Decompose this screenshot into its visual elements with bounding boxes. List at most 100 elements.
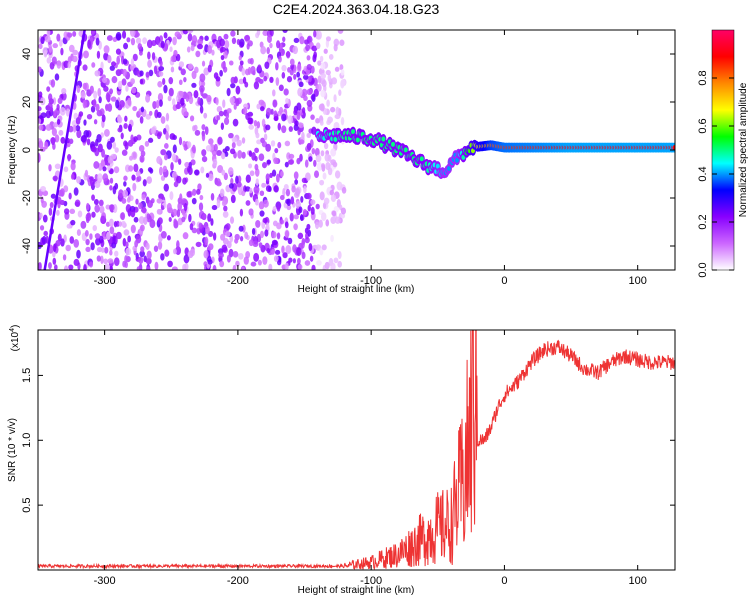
heatmap-cell — [330, 159, 337, 166]
heatmap-cell — [271, 169, 277, 177]
heatmap-cell — [127, 235, 131, 243]
heatmap-cell — [212, 232, 217, 241]
heatmap-cell — [260, 230, 264, 239]
tone-core — [435, 163, 440, 169]
heatmap-cell — [333, 206, 340, 213]
heatmap-cell — [68, 192, 72, 200]
heatmap-cell — [217, 136, 223, 145]
heatmap-cell — [112, 235, 116, 245]
heatmap-cell — [121, 197, 127, 204]
heatmap-cell — [320, 103, 325, 112]
heatmap-cell — [255, 132, 260, 139]
heatmap-cell — [111, 76, 118, 84]
snr-y-exponent: (x104) — [9, 325, 21, 352]
heatmap-cell — [225, 230, 231, 238]
heatmap-cell — [287, 159, 294, 165]
heatmap-cell — [223, 49, 228, 59]
heatmap-cell — [200, 166, 205, 174]
snr-x-axis-label: Height of straight line (km) — [298, 585, 415, 596]
heatmap-cell — [130, 58, 135, 67]
heatmap-cell — [275, 62, 279, 71]
heatmap-cell — [270, 249, 276, 255]
heatmap-cell — [316, 30, 322, 40]
heatmap-cell — [125, 204, 132, 213]
heatmap-cell — [276, 232, 281, 240]
colorbar-tick-label: 0.6 — [697, 118, 709, 133]
heatmap-cell — [292, 45, 299, 55]
heatmap-cell — [190, 44, 195, 52]
heatmap-cell — [258, 78, 264, 84]
heatmap-cell — [52, 43, 59, 49]
heatmap-cell — [133, 216, 139, 223]
heatmap-cell — [201, 155, 208, 163]
heatmap-cell — [323, 48, 328, 54]
heatmap-cell — [269, 42, 273, 49]
heatmap-cell — [100, 255, 104, 265]
heatmap-cell — [45, 110, 51, 119]
heatmap-cell — [266, 34, 272, 44]
y-tick-label: 1.0 — [21, 433, 33, 448]
heatmap-cell — [326, 99, 330, 107]
heatmap-cell — [101, 114, 106, 123]
heatmap-cell — [157, 81, 163, 88]
heatmap-cell — [187, 63, 194, 70]
heatmap-cell — [311, 45, 318, 52]
heatmap-cell — [191, 227, 198, 234]
snr-y-ticks: 0.5 1.0 1.5 — [21, 368, 675, 513]
heatmap-cell — [80, 220, 87, 229]
heatmap-cell — [232, 118, 239, 127]
heatmap-cell — [188, 96, 194, 105]
heatmap-cell — [321, 244, 327, 251]
heatmap-cell — [135, 198, 139, 205]
heatmap-cell — [230, 30, 236, 37]
heatmap-cell — [327, 73, 332, 82]
heatmap-cell — [208, 243, 214, 251]
heatmap-cell — [310, 206, 315, 215]
heatmap-cell — [131, 87, 137, 94]
heatmap-cell — [116, 55, 121, 65]
heatmap-cell — [262, 161, 267, 169]
heatmap-cell — [140, 246, 145, 253]
heatmap-cell — [311, 264, 316, 270]
heatmap-cell — [65, 108, 71, 117]
heatmap-cell — [129, 155, 134, 161]
heatmap-cell — [233, 104, 237, 110]
heatmap-cell — [242, 224, 246, 233]
heatmap-cell — [104, 154, 108, 163]
x-tick-label: 100 — [629, 575, 647, 587]
heatmap-cell — [91, 30, 95, 35]
heatmap-cell — [195, 188, 201, 195]
heatmap-cell — [292, 244, 297, 253]
heatmap-cell — [216, 115, 221, 121]
heatmap-cell — [296, 102, 302, 111]
heatmap-cell — [158, 65, 165, 72]
heatmap-cell — [308, 75, 312, 83]
heatmap-cell — [60, 136, 66, 144]
heatmap-cell — [146, 250, 152, 260]
heatmap-cell — [50, 137, 56, 144]
heatmap-cell — [302, 208, 308, 216]
heatmap-cell — [246, 42, 250, 50]
heatmap-x-ticks: -300 -200 -100 0 100 — [94, 30, 647, 287]
heatmap-cell — [297, 127, 301, 136]
heatmap-cell — [153, 65, 158, 75]
heatmap-cell — [258, 153, 265, 162]
heatmap-cell — [103, 45, 110, 54]
heatmap-cell — [270, 140, 276, 147]
heatmap-cell — [262, 30, 269, 36]
heatmap-cell — [177, 202, 183, 212]
y-tick-label: 0 — [21, 147, 33, 153]
heatmap-cell — [293, 214, 299, 220]
heatmap-cell — [119, 100, 125, 108]
heatmap-cell — [105, 104, 109, 112]
heatmap-cell — [252, 240, 259, 248]
heatmap-cell — [296, 257, 301, 265]
heatmap-cell — [108, 204, 115, 211]
heatmap-cell — [155, 100, 160, 109]
heatmap-cell — [204, 236, 209, 246]
heatmap-cell — [319, 179, 325, 186]
heatmap-cell — [49, 61, 55, 70]
heatmap-cell — [270, 108, 274, 115]
heatmap-cell — [317, 75, 322, 84]
heatmap-cell — [291, 185, 296, 193]
